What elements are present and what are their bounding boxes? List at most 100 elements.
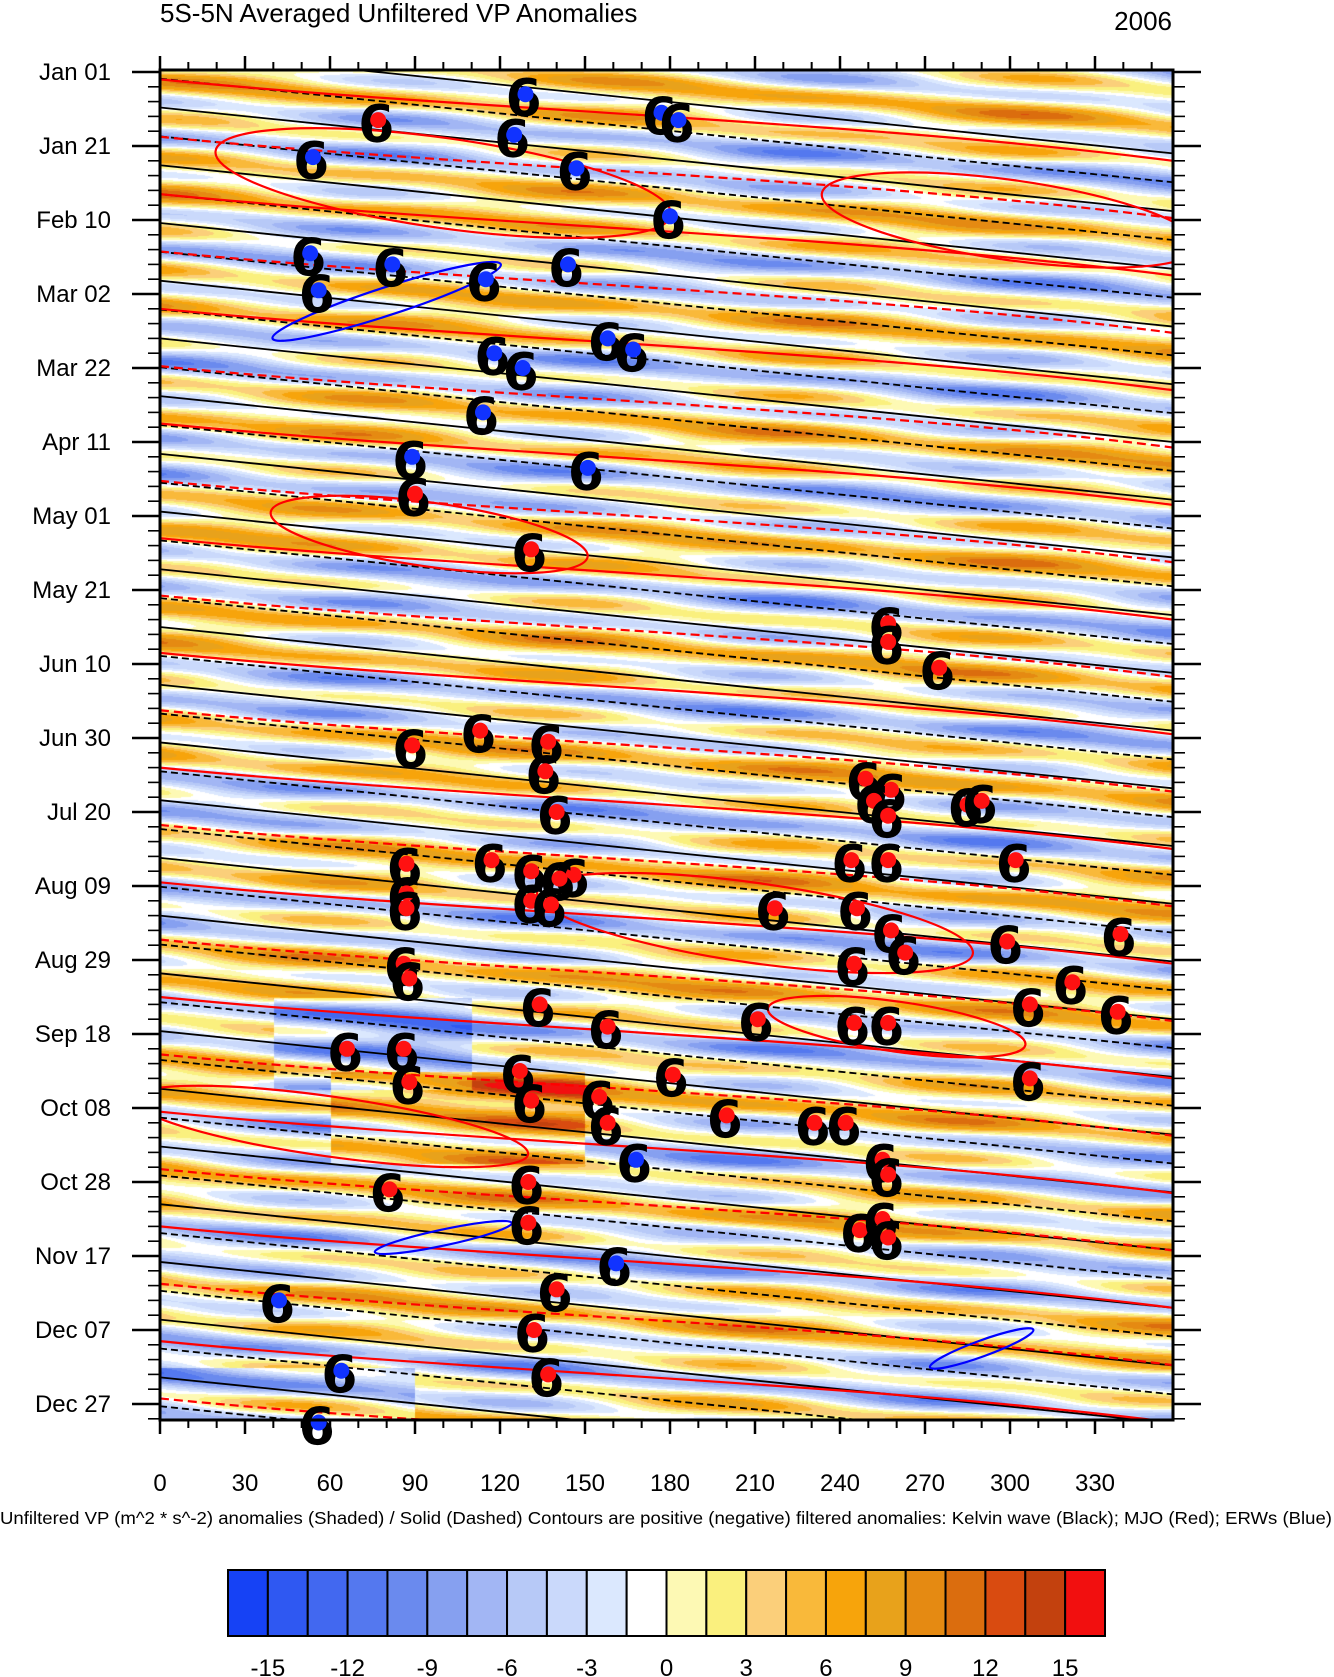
kelvin-contour bbox=[160, 828, 1173, 934]
tropical-cyclone-icon: 9 bbox=[1052, 953, 1088, 1013]
cyclone-center-dot bbox=[523, 541, 540, 558]
mjo-contour bbox=[160, 1110, 1173, 1195]
tropical-cyclone-icon: 9 bbox=[508, 1194, 544, 1254]
x-tick-label: 180 bbox=[650, 1470, 690, 1497]
y-tick-label: Aug 09 bbox=[35, 873, 111, 900]
colorbar-swatch bbox=[266, 1569, 309, 1637]
cyclone-center-dot bbox=[398, 885, 415, 902]
x-tick-label: 120 bbox=[480, 1470, 520, 1497]
mjo-contour bbox=[160, 651, 1173, 736]
kelvin-contour bbox=[160, 1318, 1151, 1420]
cyclone-center-dot bbox=[333, 1362, 350, 1379]
tropical-cyclone-icon: 9 bbox=[641, 84, 677, 144]
cyclone-center-dot bbox=[404, 737, 421, 754]
cyclone-center-dot bbox=[398, 855, 415, 872]
kelvin-contour bbox=[160, 1116, 1173, 1223]
cyclone-center-dot bbox=[398, 900, 415, 917]
cyclone-center-dot bbox=[506, 126, 523, 143]
tropical-cyclone-icon: 9 bbox=[503, 339, 539, 399]
kelvin-contour bbox=[160, 626, 1173, 732]
mjo-contour bbox=[160, 365, 1173, 449]
tropical-cyclone-icon: 9 bbox=[596, 1234, 632, 1294]
mjo-contour bbox=[766, 994, 1027, 1059]
tropical-cyclone-icon: 9 bbox=[539, 850, 575, 910]
y-tick-label: Sep 18 bbox=[35, 1021, 111, 1048]
tropical-cyclone-icon: 9 bbox=[1098, 983, 1134, 1043]
colorbar-swatch bbox=[864, 1569, 907, 1637]
cyclone-center-dot bbox=[568, 160, 585, 177]
cyclone-center-dot bbox=[591, 1088, 608, 1105]
tropical-cyclone-icon: 9 bbox=[259, 1271, 295, 1331]
colorbar-swatch bbox=[386, 1569, 429, 1637]
x-tick-label: 330 bbox=[1075, 1470, 1115, 1497]
y-tick-label: Jan 21 bbox=[39, 133, 111, 160]
mjo-contour bbox=[160, 1053, 1173, 1137]
kelvin-contour bbox=[160, 712, 1173, 819]
colorbar-label: 9 bbox=[899, 1655, 912, 1677]
tropical-cyclone-markers: 9999999999999999999999999999999999999999… bbox=[259, 65, 1137, 1453]
cyclone-center-dot bbox=[849, 900, 865, 917]
cyclone-center-dot bbox=[384, 256, 401, 273]
colorbar-swatch bbox=[1024, 1569, 1067, 1637]
tropical-cyclone-icon: 9 bbox=[840, 1201, 876, 1261]
cyclone-center-dot bbox=[537, 763, 554, 780]
cyclone-center-dot bbox=[766, 900, 783, 917]
cyclone-center-dot bbox=[846, 955, 863, 972]
colorbar-swatch bbox=[227, 1569, 269, 1637]
mjo-contour bbox=[160, 594, 1173, 679]
cyclone-center-dot bbox=[1109, 1003, 1126, 1020]
y-tick-label: Jun 10 bbox=[39, 651, 111, 678]
colorbar-swatch bbox=[984, 1569, 1027, 1637]
cyclone-center-dot bbox=[560, 256, 576, 273]
tropical-cyclone-icon: 9 bbox=[505, 65, 541, 125]
cyclone-center-dot bbox=[523, 863, 540, 880]
tropical-cyclone-icon: 9 bbox=[707, 1086, 743, 1146]
tropical-cyclone-icon: 9 bbox=[837, 879, 873, 939]
mjo-contour bbox=[160, 709, 1173, 793]
cyclone-center-dot bbox=[1007, 852, 1024, 869]
cyclone-center-dot bbox=[866, 792, 882, 809]
cyclone-center-dot bbox=[608, 1255, 625, 1272]
tropical-cyclone-icon: 9 bbox=[868, 1209, 904, 1269]
colorbar: -15 -12 -9 -6 -3 0 3 6 9 12 15 bbox=[227, 1569, 1106, 1677]
colorbar-swatch bbox=[346, 1569, 389, 1637]
tropical-cyclone-icon: 9 bbox=[494, 106, 530, 166]
y-tick-label: Apr 11 bbox=[42, 429, 111, 456]
kelvin-contour bbox=[160, 77, 1173, 184]
y-tick-label: Dec 27 bbox=[35, 1391, 111, 1418]
tropical-cyclone-icon: 9 bbox=[831, 831, 867, 891]
kelvin-contour bbox=[160, 395, 1173, 501]
tropical-cyclone-icon: 9 bbox=[996, 831, 1032, 891]
tropical-cyclone-icon: 9 bbox=[511, 872, 547, 932]
tropical-cyclone-icon: 9 bbox=[386, 835, 422, 895]
cyclone-center-dot bbox=[548, 804, 565, 820]
tropical-cyclone-icon: 9 bbox=[826, 1094, 862, 1154]
mjo-contour bbox=[160, 1340, 1162, 1420]
filtered-anomaly-contours bbox=[160, 70, 1173, 1420]
tropical-cyclone-icon: 9 bbox=[868, 787, 904, 847]
cyclone-center-dot bbox=[806, 1114, 823, 1131]
colorbar-swatch bbox=[745, 1569, 788, 1637]
tropical-cyclone-icon: 9 bbox=[508, 1153, 544, 1213]
tropical-cyclone-icon: 9 bbox=[520, 975, 556, 1035]
cyclone-center-dot bbox=[526, 1322, 542, 1338]
y-tick-label: Jun 30 bbox=[39, 725, 111, 752]
mjo-contour bbox=[535, 871, 975, 975]
cyclone-center-dot bbox=[1021, 996, 1038, 1013]
tropical-cyclone-icon: 9 bbox=[537, 1260, 573, 1320]
kelvin-contour bbox=[160, 741, 1173, 847]
mjo-contour bbox=[160, 881, 1173, 965]
cyclone-center-dot bbox=[883, 922, 899, 939]
mjo-contour bbox=[160, 250, 1173, 334]
cyclone-center-dot bbox=[999, 933, 1016, 950]
cyclone-center-dot bbox=[540, 733, 557, 750]
colorbar-swatch bbox=[426, 1569, 469, 1637]
chart-caption: Unfiltered VP (m^2 * s^-2) anomalies (Sh… bbox=[0, 1508, 1332, 1528]
tropical-cyclone-icon: 9 bbox=[947, 776, 983, 836]
cyclone-center-dot bbox=[483, 852, 500, 869]
tropical-cyclone-icon: 9 bbox=[372, 235, 408, 295]
tropical-cyclone-icon: 9 bbox=[514, 1301, 550, 1361]
kelvin-contour bbox=[160, 366, 1173, 472]
tropical-cyclone-icon: 9 bbox=[548, 235, 584, 295]
